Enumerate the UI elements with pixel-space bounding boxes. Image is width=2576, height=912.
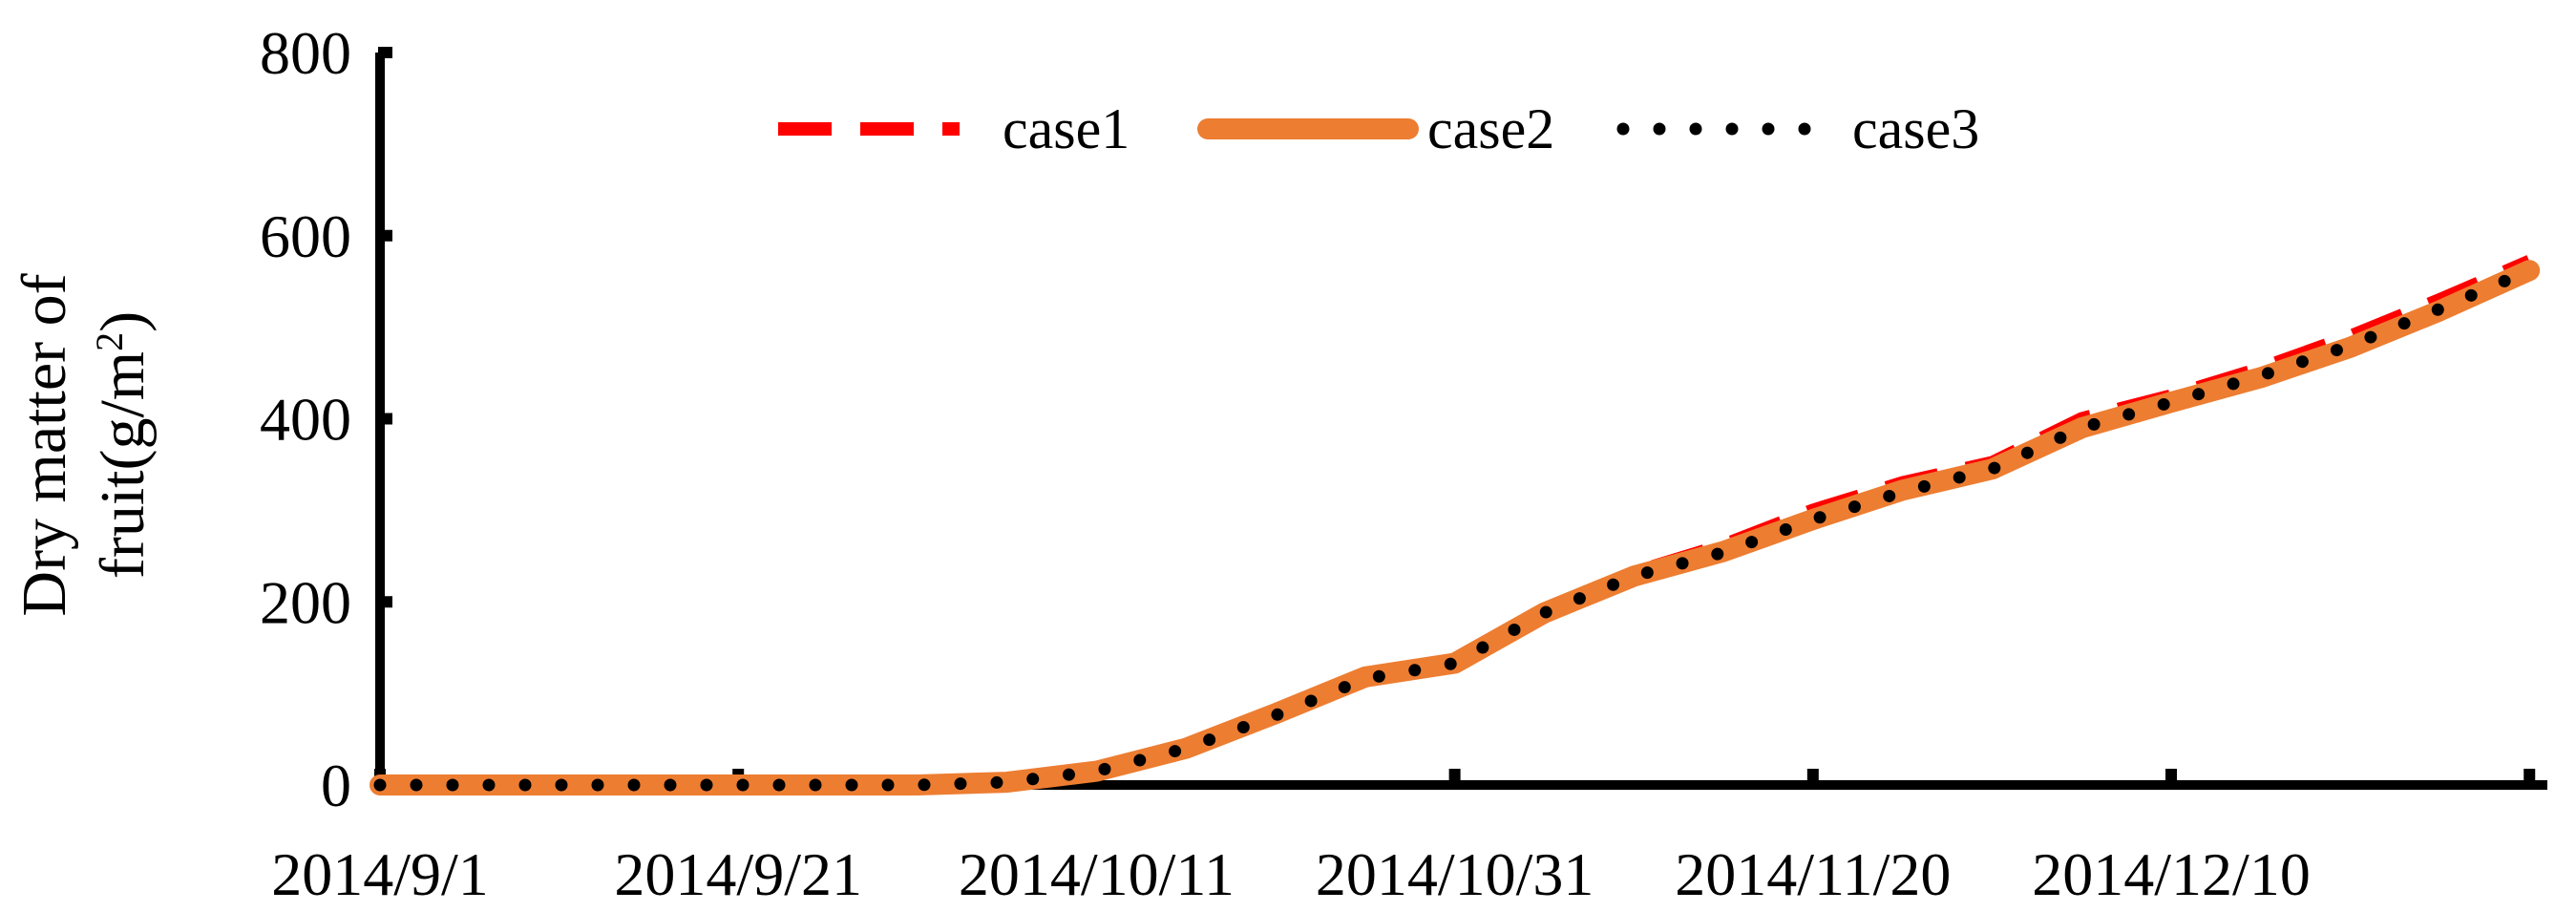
legend-label-case2: case2 <box>1427 97 1554 160</box>
x-tick-label: 2014/11/20 <box>1675 840 1951 908</box>
legend-label-case1: case1 <box>1003 97 1130 160</box>
y-axis-label-unit-superscript: 2 <box>88 332 131 351</box>
x-tick-label: 2014/12/10 <box>2032 840 2311 908</box>
y-tick-label: 600 <box>260 202 351 270</box>
y-axis-label-unit-suffix: ) <box>88 311 158 332</box>
series-line-case1 <box>380 255 2532 792</box>
y-axis-label-line2: fruit(g/m2) <box>88 311 158 579</box>
series-line-case3 <box>373 264 2536 792</box>
y-tick-label: 800 <box>260 19 351 87</box>
series-line-case2 <box>370 260 2541 795</box>
y-axis-label: Dry matter of fruit(g/m2) <box>10 273 158 616</box>
y-tick-label: 200 <box>260 568 351 636</box>
y-tick-label: 0 <box>321 752 351 819</box>
y-axis-label-unit-prefix: fruit(g/m <box>88 351 158 579</box>
y-axis-label-line1: Dry matter of <box>10 273 79 616</box>
x-tick-label: 2014/10/11 <box>959 840 1235 908</box>
x-tick-label: 2014/9/1 <box>271 840 489 908</box>
x-tick-label: 2014/9/21 <box>614 840 862 908</box>
legend: case1 case2 case3 <box>778 97 1979 160</box>
series-lines <box>370 255 2541 795</box>
y-tick-label: 400 <box>260 386 351 454</box>
x-tick-label: 2014/10/31 <box>1316 840 1594 908</box>
legend-label-case3: case3 <box>1852 97 1979 160</box>
